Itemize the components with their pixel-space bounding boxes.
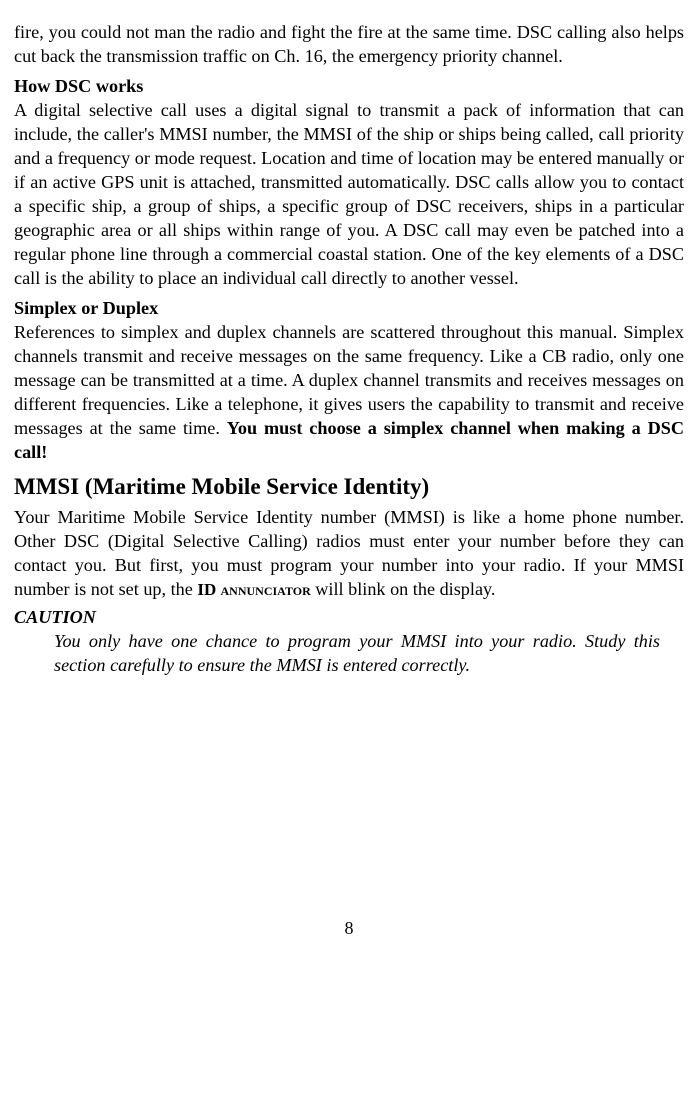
caution-body: You only have one chance to program your… bbox=[54, 629, 660, 677]
intro-paragraph: fire, you could not man the radio and fi… bbox=[14, 20, 684, 68]
heading-simplex-duplex: Simplex or Duplex bbox=[14, 296, 684, 320]
paragraph-how-dsc-works: A digital selective call uses a digital … bbox=[14, 98, 684, 290]
mmsi-body-c: will blink on the display. bbox=[311, 579, 496, 599]
heading-mmsi: MMSI (Maritime Mobile Service Identity) bbox=[14, 472, 684, 502]
paragraph-mmsi: Your Maritime Mobile Service Identity nu… bbox=[14, 505, 684, 601]
paragraph-simplex-duplex: References to simplex and duplex channel… bbox=[14, 320, 684, 464]
heading-how-dsc-works: How DSC works bbox=[14, 74, 684, 98]
mmsi-smallcaps: ID annunciator bbox=[197, 580, 310, 599]
page-number: 8 bbox=[14, 917, 684, 941]
caution-heading: CAUTION bbox=[14, 605, 684, 629]
